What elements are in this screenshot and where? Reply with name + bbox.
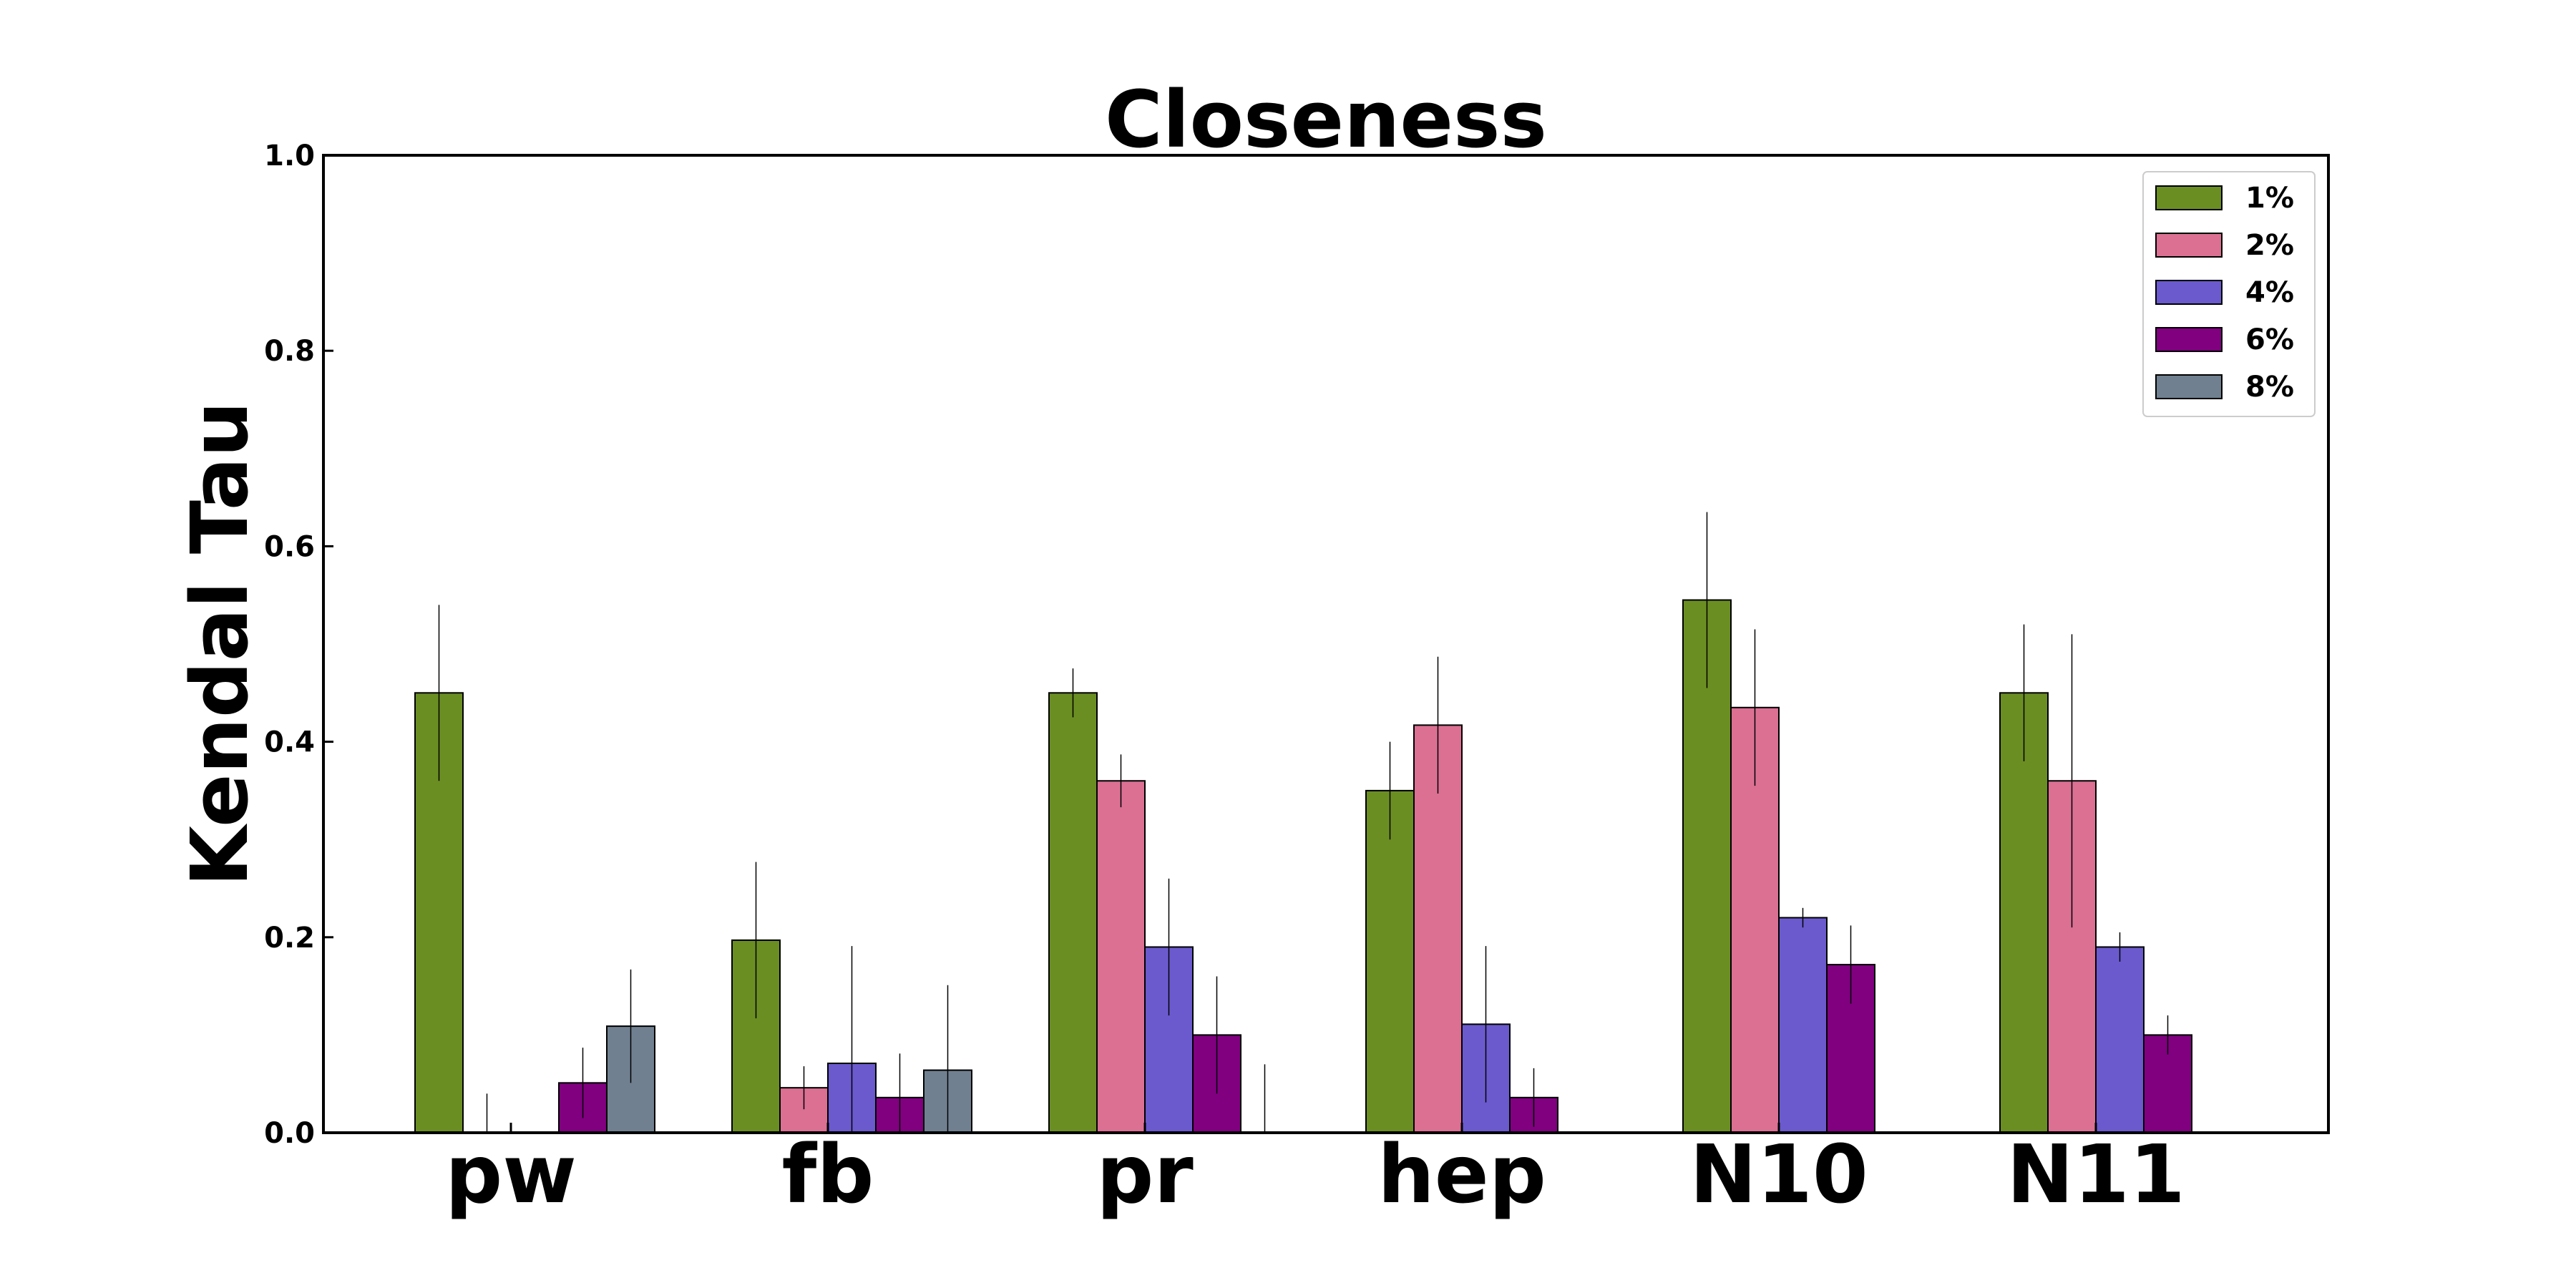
x-tick-label: pw: [445, 1128, 577, 1221]
legend-label: 1%: [2245, 182, 2294, 215]
bar-N11-1%: [1999, 692, 2049, 1133]
legend-label: 6%: [2245, 323, 2294, 356]
plot-area: 0.0 0.2 0.4 0.6 0.8 1.0 pw fb pr hep N10 N11: [264, 140, 2192, 1221]
y-tick-label: 0.2: [264, 922, 315, 955]
legend-label: 4%: [2245, 276, 2294, 309]
y-tick-label: 0.4: [264, 726, 315, 759]
bar-N10-4%: [1778, 917, 1828, 1133]
chart-title: Closeness: [1105, 74, 1547, 165]
x-tick-label: N10: [1689, 1128, 1868, 1221]
plot-frame: [322, 154, 2330, 1134]
y-tick-label: 0.0: [264, 1117, 315, 1150]
y-tick-label: 0.6: [264, 530, 315, 563]
y-axis-label: Kendal Tau: [174, 401, 265, 887]
x-tick-label: fb: [782, 1128, 874, 1221]
y-tick-label: 1.0: [264, 140, 315, 172]
bar-N10-1%: [1682, 599, 1732, 1133]
x-tick-label: N11: [2006, 1128, 2185, 1221]
x-tick-label: pr: [1096, 1128, 1193, 1221]
legend-swatch-8%: [2155, 374, 2223, 399]
y-tick-label: 0.8: [264, 335, 315, 368]
legend: 1% 2% 4% 6% 8%: [2142, 171, 2316, 417]
x-tick-label: hep: [1377, 1128, 1546, 1221]
legend-label: 8%: [2245, 371, 2294, 404]
legend-swatch-2%: [2155, 233, 2223, 258]
legend-swatch-6%: [2155, 327, 2223, 352]
legend-swatch-1%: [2155, 185, 2223, 210]
bar-N11-4%: [2095, 946, 2145, 1133]
bar-pr-2%: [1096, 780, 1146, 1133]
bar-pr-1%: [1048, 692, 1098, 1133]
bar-hep-1%: [1365, 789, 1415, 1134]
legend-label: 2%: [2245, 229, 2294, 262]
legend-swatch-4%: [2155, 280, 2223, 305]
